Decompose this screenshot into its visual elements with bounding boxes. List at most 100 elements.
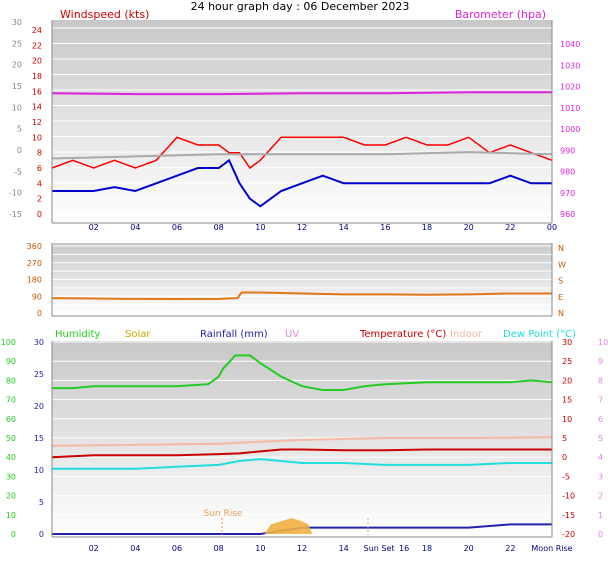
baro-tick-label: 1040 [560, 40, 580, 49]
uv-tick-label: 0 [598, 530, 603, 539]
wind-tick-label: 22 [32, 41, 42, 50]
panel3-legend: Humidity Solar Rainfall (mm) UV Temperature … [55, 329, 576, 340]
legend-label: UV [285, 329, 299, 340]
panel2-direction-axis: 360 270 180 90 0 [27, 242, 42, 318]
humidity-tick-label: 20 [6, 492, 16, 501]
temp-tick-label: 10 [562, 415, 572, 424]
rain-tick-label: 20 [34, 402, 44, 411]
humidity-tick-label: 40 [6, 453, 16, 462]
series-line [51, 291, 552, 301]
panel3-x-ticks: 02 04 06 08 10 12 14 Sun Set 16 18 20 22 Moon Rise [89, 544, 573, 553]
uv-tick-label: 3 [598, 472, 603, 481]
series-line [52, 158, 552, 208]
direction-tick-label: 270 [27, 259, 42, 268]
wind-tick-label: 10 [32, 133, 42, 142]
x-tick-label: 22 [505, 544, 515, 553]
legend-label: Temperature (°C) [359, 329, 446, 340]
temp-tick-label: 15 [562, 396, 572, 405]
baro-tick-label: 990 [560, 146, 575, 155]
wind-tick-label: 0 [37, 210, 42, 219]
temp-tick-label: -5 [14, 167, 22, 176]
temp-tick-label: 25 [562, 357, 572, 366]
temp-tick-label: 10 [12, 103, 22, 112]
panel-wind-baro: Windspeed (kts) Barometer (hpa) 30252015… [9, 8, 580, 232]
panel-temp-humidity: Humidity Solar Rainfall (mm) UV Temperature … [1, 329, 608, 553]
chart-title: 24 hour graph day : 06 December 2023 [191, 0, 410, 13]
rain-tick-label: 30 [34, 338, 44, 347]
compass-tick-label: W [558, 260, 566, 269]
series-area [52, 518, 552, 534]
rain-tick-label: 15 [34, 434, 44, 443]
legend-label: Indoor [450, 329, 483, 340]
baro-tick-label: 1000 [560, 125, 580, 134]
humidity-tick-label: 30 [6, 472, 16, 481]
uv-tick-label: 9 [598, 357, 603, 366]
x-tick-label: 20 [464, 223, 474, 232]
temp-tick-label: -10 [562, 492, 575, 501]
series-line [51, 91, 552, 96]
panel3-series [51, 354, 553, 535]
temp-tick-label: -15 [562, 511, 575, 520]
x-tick-label: 16 [380, 223, 390, 232]
x-tick-label: 08 [214, 223, 224, 232]
temp-tick-label: -15 [9, 210, 22, 219]
legend-label: Humidity [55, 329, 100, 340]
temp-tick-label: -5 [562, 472, 570, 481]
x-tick-label: 16 [399, 544, 409, 553]
temp-tick-label: -10 [9, 189, 22, 198]
direction-tick-label: 360 [27, 242, 42, 251]
x-tick-label: 22 [505, 223, 515, 232]
wind-tick-label: 16 [32, 87, 42, 96]
panel1-baro-axis: 1040 1030 1020 1010 1000 990 980 970 960 [560, 40, 580, 219]
temp-tick-label: 0 [562, 453, 567, 462]
humidity-tick-label: 90 [6, 357, 16, 366]
baro-tick-label: 1020 [560, 83, 580, 92]
direction-tick-label: 180 [27, 276, 42, 285]
sunrise-label: Sun Rise [204, 509, 243, 519]
humidity-tick-label: 100 [1, 338, 16, 347]
baro-tick-label: 980 [560, 168, 575, 177]
panel1-x-ticks: 02 04 06 08 10 12 14 16 18 20 22 00 [89, 223, 558, 232]
uv-tick-label: 10 [598, 338, 608, 347]
uv-tick-label: 1 [598, 511, 603, 520]
temp-tick-label: 30 [12, 18, 22, 27]
series-line [51, 448, 552, 459]
compass-tick-label: N [558, 309, 564, 318]
humidity-tick-label: 70 [6, 396, 16, 405]
baro-tick-label: 1010 [560, 104, 580, 113]
baro-tick-label: 1030 [560, 61, 580, 70]
humidity-tick-label: 80 [6, 376, 16, 385]
series-line [51, 136, 553, 170]
legend-label: Dew Point (°C) [503, 329, 576, 340]
wind-tick-label: 18 [32, 72, 42, 81]
rain-tick-label: 0 [39, 530, 44, 539]
humidity-tick-label: 10 [6, 511, 16, 520]
x-tick-label: 14 [339, 223, 349, 232]
rain-tick-label: 5 [39, 498, 44, 507]
wind-tick-label: 12 [32, 118, 42, 127]
x-tick-label: 04 [130, 544, 140, 553]
x-tick-label: 12 [297, 223, 307, 232]
temp-tick-label: 20 [12, 61, 22, 70]
temp-tick-label: 5 [17, 125, 22, 134]
wind-tick-label: 24 [32, 26, 42, 35]
x-tick-label: 02 [89, 544, 99, 553]
x-tick-label: 00 [547, 223, 557, 232]
compass-tick-label: N [558, 244, 564, 253]
series-line [52, 354, 553, 391]
direction-tick-label: 90 [32, 292, 42, 301]
direction-tick-label: 0 [37, 309, 42, 318]
panel3-rain-axis: 30 25 20 15 10 5 0 [34, 338, 44, 539]
x-tick-label: 02 [89, 223, 99, 232]
baro-tick-label: 960 [560, 210, 575, 219]
temp-tick-label: 0 [17, 146, 22, 155]
temp-tick-label: 25 [12, 39, 22, 48]
panel2-series [51, 291, 552, 301]
wind-tick-label: 4 [37, 179, 42, 188]
